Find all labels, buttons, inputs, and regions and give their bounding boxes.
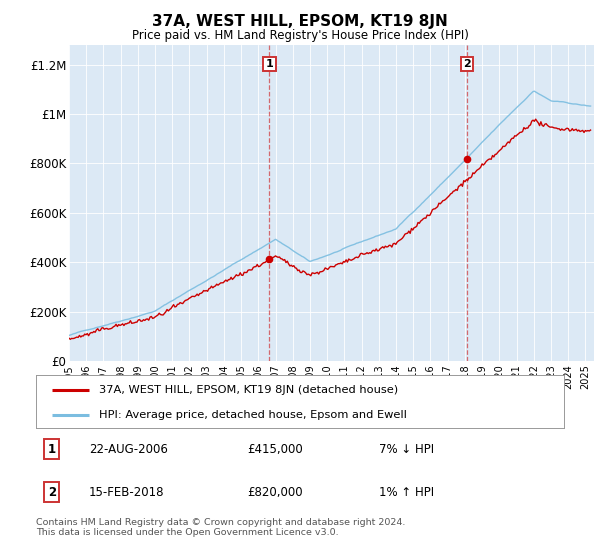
Text: 7% ↓ HPI: 7% ↓ HPI [379, 442, 434, 456]
Text: £820,000: £820,000 [247, 486, 303, 498]
Text: 1: 1 [265, 59, 273, 69]
Text: Price paid vs. HM Land Registry's House Price Index (HPI): Price paid vs. HM Land Registry's House … [131, 29, 469, 42]
Text: £415,000: £415,000 [247, 442, 303, 456]
Text: 37A, WEST HILL, EPSOM, KT19 8JN (detached house): 37A, WEST HILL, EPSOM, KT19 8JN (detache… [100, 385, 398, 395]
Text: Contains HM Land Registry data © Crown copyright and database right 2024.
This d: Contains HM Land Registry data © Crown c… [36, 518, 406, 538]
Text: 1: 1 [48, 442, 56, 456]
Text: 2: 2 [463, 59, 471, 69]
Text: 22-AUG-2006: 22-AUG-2006 [89, 442, 167, 456]
Text: HPI: Average price, detached house, Epsom and Ewell: HPI: Average price, detached house, Epso… [100, 410, 407, 420]
Text: 15-FEB-2018: 15-FEB-2018 [89, 486, 164, 498]
Text: 1% ↑ HPI: 1% ↑ HPI [379, 486, 434, 498]
Text: 37A, WEST HILL, EPSOM, KT19 8JN: 37A, WEST HILL, EPSOM, KT19 8JN [152, 14, 448, 29]
Text: 2: 2 [48, 486, 56, 498]
